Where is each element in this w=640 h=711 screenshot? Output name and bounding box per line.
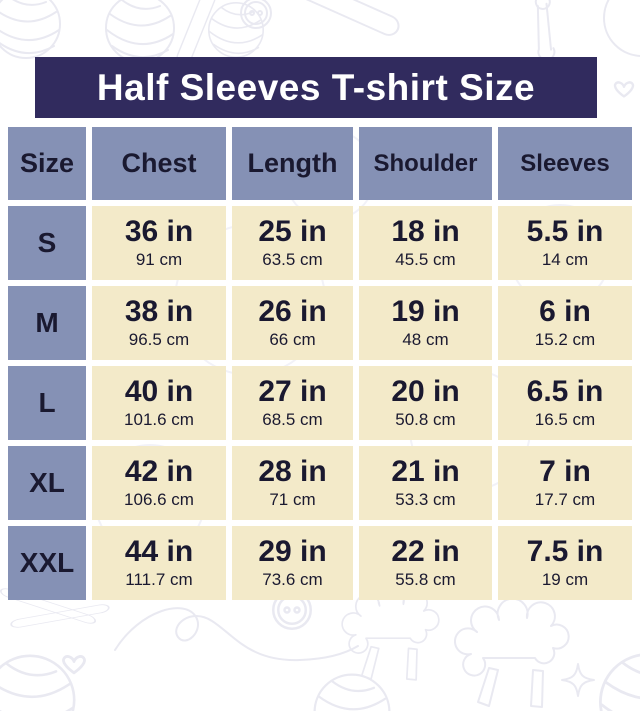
yarn-ball-icon xyxy=(208,1,265,59)
column-header-shoulder: Shoulder xyxy=(359,127,492,200)
cm-value: 45.5 cm xyxy=(395,249,456,269)
inches-value: 18 in xyxy=(391,215,460,249)
inches-value: 40 in xyxy=(124,375,194,409)
safety-pin-icon xyxy=(523,0,567,63)
thread-squiggle-icon xyxy=(114,607,359,662)
measurement-cell-l-chest: 40 in 101.6 cm xyxy=(92,366,226,440)
inches-value: 22 in xyxy=(391,535,460,569)
inches-value: 27 in xyxy=(258,375,327,409)
cm-value: 50.8 cm xyxy=(395,409,456,429)
title-banner: Half Sleeves T-shirt Size xyxy=(35,57,597,118)
cm-value: 17.7 cm xyxy=(534,489,596,509)
row-label-xxl: XXL xyxy=(8,526,86,600)
measurement-cell-s-length: 25 in 63.5 cm xyxy=(232,206,353,280)
inches-value: 5.5 in xyxy=(526,215,604,249)
inches-value: 25 in xyxy=(258,215,327,249)
yarn-ball-icon xyxy=(313,673,391,711)
inches-value: 20 in xyxy=(391,375,460,409)
cm-value: 68.5 cm xyxy=(262,409,323,429)
cm-value: 111.7 cm xyxy=(125,569,193,589)
yarn-ball-icon xyxy=(599,653,640,711)
inches-value: 38 in xyxy=(124,295,194,329)
measurement-cell-xxl-shoulder: 22 in 55.8 cm xyxy=(359,526,492,600)
inches-value: 26 in xyxy=(258,295,327,329)
sheep-icon xyxy=(341,586,440,681)
measurement-cell-xl-chest: 42 in 106.6 cm xyxy=(92,446,226,520)
cm-value: 96.5 cm xyxy=(128,329,190,349)
cm-value: 14 cm xyxy=(541,249,589,269)
row-label-xl: XL xyxy=(8,446,86,520)
measurement-cell-m-sleeves: 6 in 15.2 cm xyxy=(498,286,632,360)
knitting-needle-icon xyxy=(287,0,403,40)
measurement-cell-m-length: 26 in 66 cm xyxy=(232,286,353,360)
column-header-size: Size xyxy=(8,127,86,200)
size-chart-table: Size Chest Length Shoulder Sleeves S 36 … xyxy=(8,127,632,600)
inches-value: 6.5 in xyxy=(526,375,604,409)
inches-value: 29 in xyxy=(258,535,327,569)
measurement-cell-xl-sleeves: 7 in 17.7 cm xyxy=(498,446,632,520)
column-header-sleeves: Sleeves xyxy=(498,127,632,200)
measurement-cell-xxl-chest: 44 in 111.7 cm xyxy=(92,526,226,600)
cm-value: 53.3 cm xyxy=(395,489,456,509)
measurement-cell-xl-shoulder: 21 in 53.3 cm xyxy=(359,446,492,520)
inches-value: 7 in xyxy=(539,455,591,489)
inches-value: 36 in xyxy=(124,215,194,249)
yarn-ball-icon xyxy=(105,0,175,63)
measurement-cell-xxl-length: 29 in 73.6 cm xyxy=(232,526,353,600)
inches-value: 6 in xyxy=(539,295,591,329)
measurement-cell-l-sleeves: 6.5 in 16.5 cm xyxy=(498,366,632,440)
sheep-icon xyxy=(453,597,570,708)
cm-value: 91 cm xyxy=(135,249,183,269)
measurement-cell-s-chest: 36 in 91 cm xyxy=(92,206,226,280)
cm-value: 106.6 cm xyxy=(124,489,194,509)
measurement-cell-xl-length: 28 in 71 cm xyxy=(232,446,353,520)
page-title: Half Sleeves T-shirt Size xyxy=(96,66,536,108)
sparkle-icon xyxy=(561,663,595,697)
heart-icon xyxy=(613,81,635,98)
measurement-cell-m-shoulder: 19 in 48 cm xyxy=(359,286,492,360)
inches-value: 42 in xyxy=(124,455,194,489)
inches-value: 7.5 in xyxy=(526,535,604,569)
cm-value: 15.2 cm xyxy=(534,329,596,349)
heart-icon xyxy=(62,655,86,675)
inches-value: 28 in xyxy=(258,455,327,489)
yarn-ball-icon xyxy=(0,654,76,711)
inches-value: 19 in xyxy=(391,295,460,329)
yarn-ball-icon xyxy=(0,0,61,59)
measurement-cell-m-chest: 38 in 96.5 cm xyxy=(92,286,226,360)
cm-value: 48 cm xyxy=(402,329,449,349)
column-header-length: Length xyxy=(232,127,353,200)
cm-value: 63.5 cm xyxy=(262,249,323,269)
cm-value: 19 cm xyxy=(541,569,589,589)
measurement-cell-l-shoulder: 20 in 50.8 cm xyxy=(359,366,492,440)
cm-value: 16.5 cm xyxy=(534,409,596,429)
measurement-cell-xxl-sleeves: 7.5 in 19 cm xyxy=(498,526,632,600)
column-header-chest: Chest xyxy=(92,127,226,200)
row-label-s: S xyxy=(8,206,86,280)
measurement-cell-s-shoulder: 18 in 45.5 cm xyxy=(359,206,492,280)
row-label-m: M xyxy=(8,286,86,360)
cm-value: 71 cm xyxy=(269,489,316,509)
row-label-l: L xyxy=(8,366,86,440)
yarn-ball-icon xyxy=(603,0,640,57)
measurement-cell-l-length: 27 in 68.5 cm xyxy=(232,366,353,440)
cm-value: 55.8 cm xyxy=(395,569,456,589)
cm-value: 101.6 cm xyxy=(124,409,194,429)
cm-value: 73.6 cm xyxy=(262,569,323,589)
cm-value: 66 cm xyxy=(269,329,316,349)
measurement-cell-s-sleeves: 5.5 in 14 cm xyxy=(498,206,632,280)
inches-value: 21 in xyxy=(391,455,460,489)
knitting-needle-icon xyxy=(9,602,111,630)
inches-value: 44 in xyxy=(124,535,194,569)
